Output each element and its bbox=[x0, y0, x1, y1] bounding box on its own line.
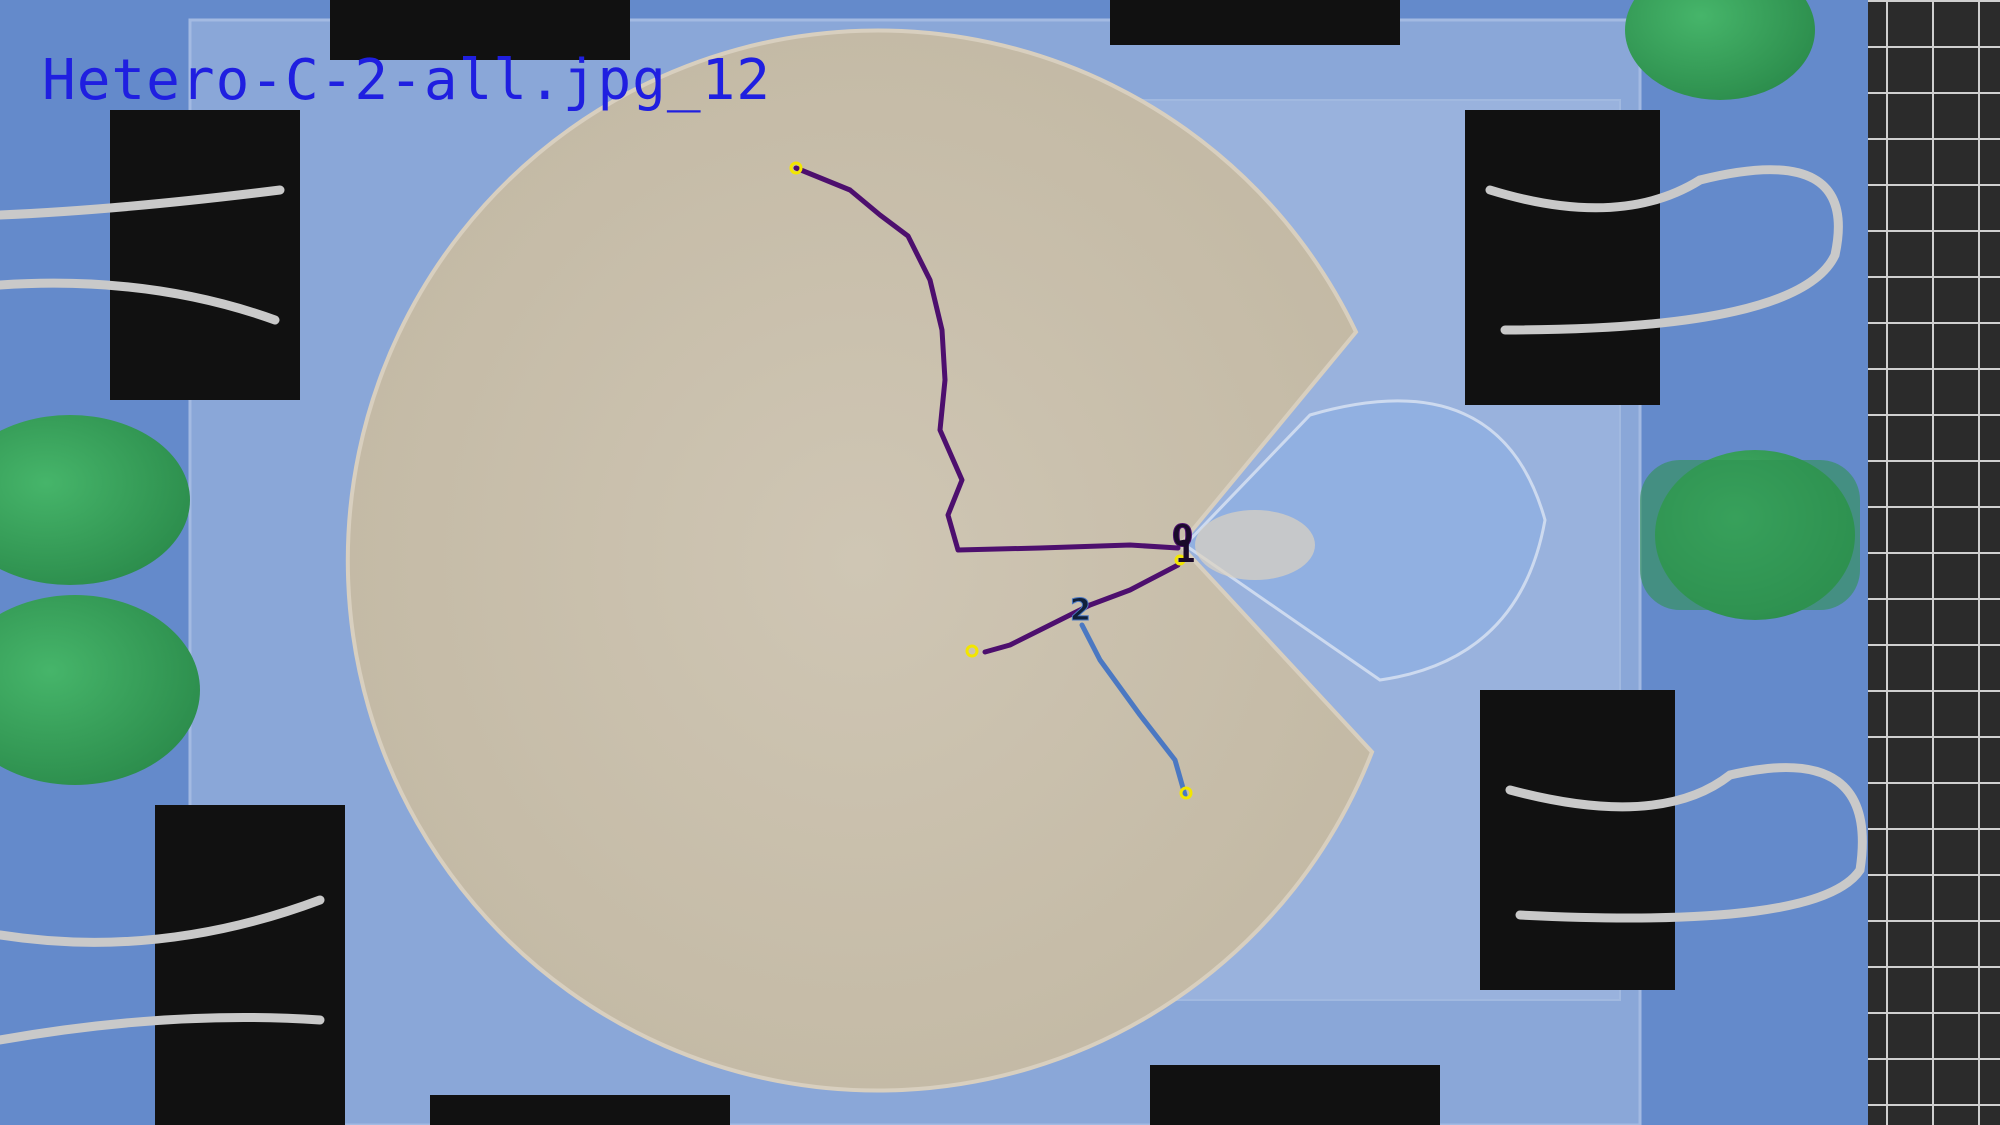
outlet-reservoir bbox=[1182, 399, 1547, 682]
binder-clips bbox=[110, 0, 1675, 1125]
crack-paths bbox=[789, 161, 1193, 800]
endpoint-marker bbox=[789, 161, 803, 175]
crack-path-0 bbox=[793, 165, 1181, 553]
crack-path-1 bbox=[982, 562, 1181, 655]
cutting-mat bbox=[1868, 0, 2000, 1125]
crack-path-2 bbox=[1079, 622, 1188, 798]
endpoint-marker bbox=[1174, 554, 1186, 566]
endpoint-marker bbox=[1179, 786, 1193, 800]
endpoint-marker bbox=[965, 644, 979, 658]
green-cylinders bbox=[0, 0, 1860, 785]
node-label-0: 0 bbox=[1172, 519, 1193, 554]
node-label-2: 2 bbox=[1070, 593, 1091, 628]
clip-handles bbox=[0, 165, 1867, 1045]
sand-disc bbox=[345, 28, 1375, 1093]
filename-label: Hetero-C-2-all.jpg_12 bbox=[42, 48, 772, 113]
node-label-1: 1 bbox=[1175, 535, 1196, 570]
